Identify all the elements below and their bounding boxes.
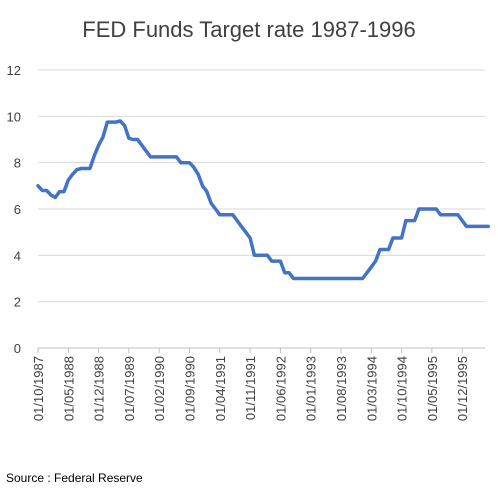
- y-tick-label: 10: [7, 109, 21, 124]
- y-tick-label: 6: [14, 202, 21, 217]
- x-tick-label: 01/06/1992: [273, 356, 288, 421]
- x-tick-label: 01/09/1990: [183, 356, 198, 421]
- x-axis-tick-labels: 01/10/1987 01/05/1988 01/12/1988 01/07/1989…: [31, 356, 470, 421]
- y-tick-label: 8: [14, 156, 21, 171]
- x-tick-label: 01/01/1993: [304, 356, 319, 421]
- x-tick-label: 01/05/1995: [425, 356, 440, 421]
- y-tick-label: 12: [7, 63, 21, 78]
- fed-funds-rate-line: [36, 119, 490, 281]
- x-tick-label: 01/05/1988: [61, 356, 76, 421]
- x-tick-label: 01/04/1991: [213, 356, 228, 421]
- y-axis-tick-labels: 0 2 4 6 8 10 12: [7, 63, 21, 356]
- x-tick-label: 01/07/1989: [122, 356, 137, 421]
- x-tick-label: 01/10/1994: [395, 356, 410, 421]
- x-tick-label: 01/03/1994: [364, 356, 379, 421]
- x-tick-label: 01/10/1987: [31, 356, 46, 421]
- x-tick-label: 01/02/1990: [152, 356, 167, 421]
- chart-title: FED Funds Target rate 1987-1996: [82, 17, 415, 42]
- x-tick-label: 01/08/1993: [334, 356, 349, 421]
- x-tick-label: 01/12/1995: [455, 356, 470, 421]
- x-tick-label: 01/11/1991: [243, 356, 258, 420]
- gridlines: [37, 69, 485, 353]
- source-note: Source : Federal Reserve: [6, 471, 143, 485]
- y-tick-label: 2: [14, 295, 21, 310]
- y-tick-label: 4: [14, 248, 21, 263]
- y-tick-label: 0: [14, 341, 21, 356]
- x-tick-label: 01/12/1988: [92, 356, 107, 421]
